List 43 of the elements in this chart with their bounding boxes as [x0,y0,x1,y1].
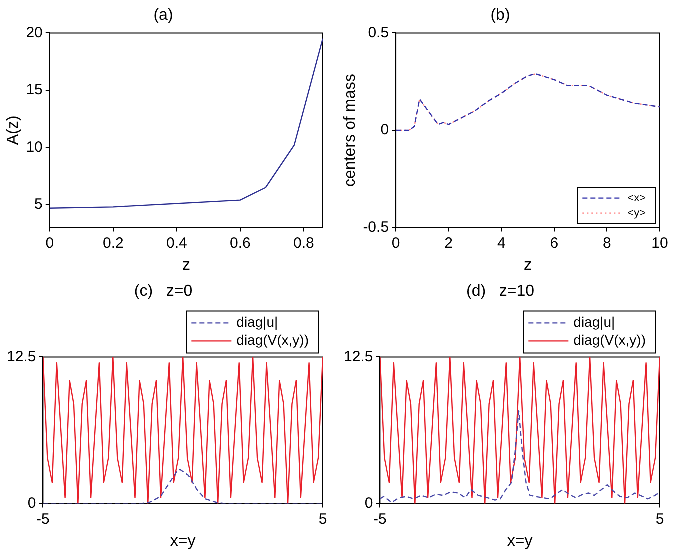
x-axis-title: x=y [170,532,196,550]
legend-label: <y> [628,207,646,220]
x-tick-label: 0.6 [230,234,251,252]
x-tick-label: 0.4 [166,234,188,252]
x-axis-title: x=y [507,532,533,550]
y-axis-title: centers of mass [342,74,360,187]
y-tick-label: 12.5 [6,348,36,366]
y-tick-label: 0 [28,494,36,512]
x-tick-label: 10 [652,234,668,252]
legend-label: <x> [628,192,646,204]
line-series [396,73,660,132]
y-tick-label: 0.5 [368,24,390,42]
x-tick-label: 0 [46,234,54,252]
y-tick-label: 0 [364,494,374,512]
x-tick-label: 0.2 [102,234,124,252]
x-tick-label: 0.8 [294,234,314,252]
x-axis-title: z [524,256,532,274]
y-tick-label: 10 [26,138,43,156]
x-tick-label: 5 [656,510,664,528]
y-tick-label: 0 [380,122,390,139]
chart-title: (a) [154,7,174,24]
y-axis-title: A(z) [5,116,22,146]
y-tick-label: -0.5 [363,218,390,236]
x-tick-label: -5 [36,510,50,528]
legend-label: diag(V(x,y)) [574,332,646,348]
chart-title: (d) z=10 [466,283,535,300]
chart-title: (b) [490,7,510,24]
chart-title: (c) z=0 [134,283,193,300]
x-tick-label: 6 [550,234,559,252]
legend-label: diag(V(x,y)) [236,332,310,348]
y-tick-label: 20 [26,24,43,42]
x-tick-label: 5 [318,510,328,528]
y-tick-label: 5 [34,196,43,214]
y-tick-label: 12.5 [344,348,374,366]
x-tick-label: 8 [603,234,612,252]
x-tick-label: 4 [497,234,506,252]
x-tick-label: 0 [392,234,400,252]
legend-label: diag|u| [236,314,278,330]
x-tick-label: -5 [374,510,387,528]
x-tick-label: 2 [444,234,454,252]
y-tick-label: 15 [26,82,43,99]
x-axis-title: z [182,256,190,274]
legend-label: diag|u| [574,314,616,330]
